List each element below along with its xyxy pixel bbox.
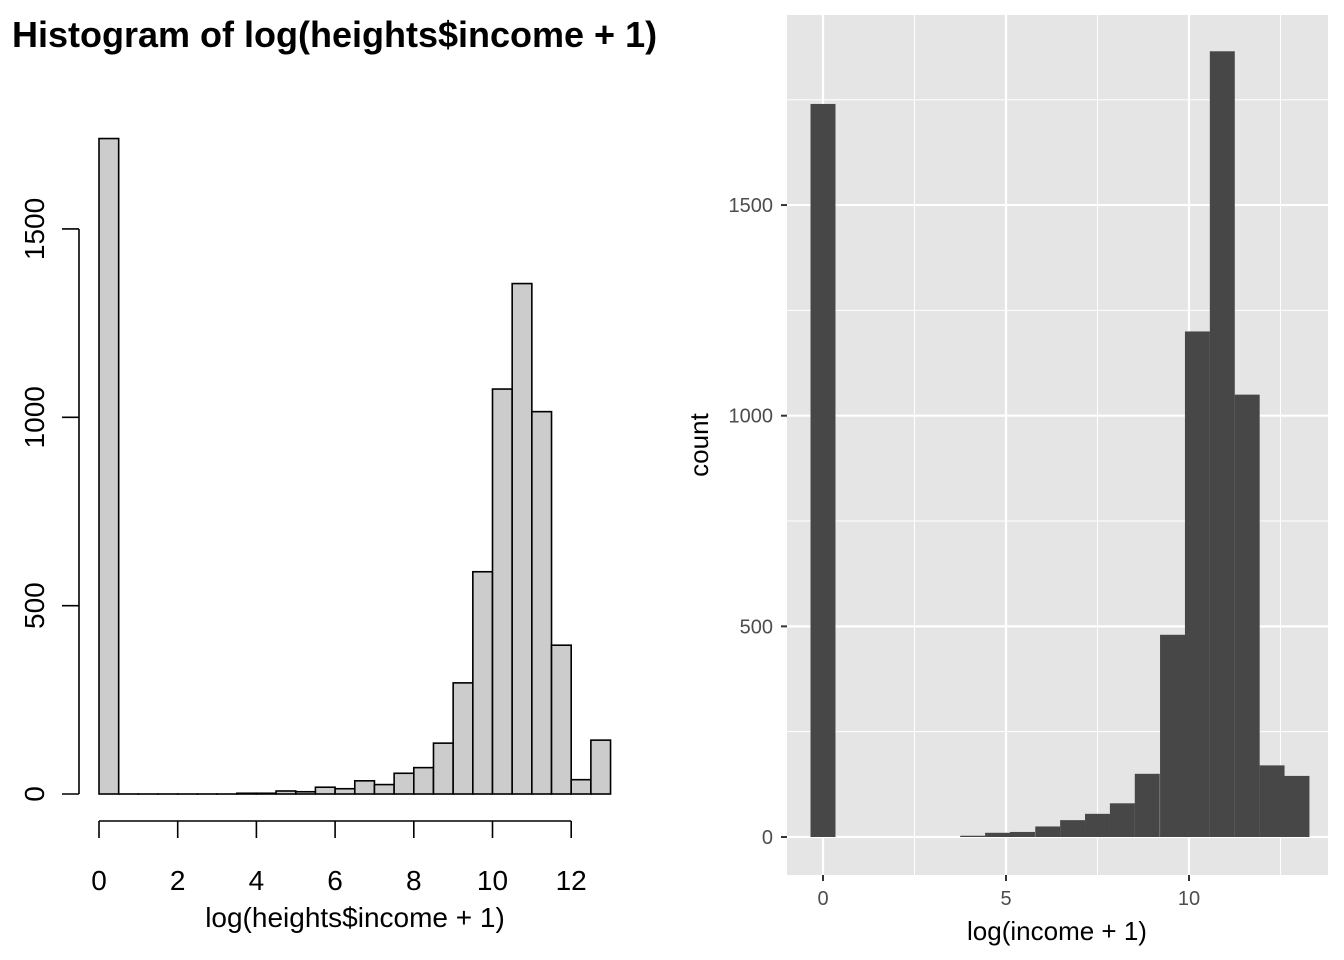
histogram-bar bbox=[531, 410, 553, 795]
y-axis-label: count bbox=[684, 412, 714, 476]
y-tick-label: 1500 bbox=[19, 198, 50, 260]
histogram-bar bbox=[1035, 826, 1061, 837]
histogram-bar bbox=[1259, 765, 1285, 837]
x-tick-label: 8 bbox=[406, 865, 422, 896]
y-axis: 0 500 1000 1500 bbox=[729, 195, 787, 849]
histogram-bar bbox=[294, 790, 317, 795]
x-tick-label: 10 bbox=[477, 865, 508, 896]
y-tick-label: 1000 bbox=[19, 386, 50, 448]
histogram-bar bbox=[1184, 331, 1210, 837]
histogram-bar bbox=[1160, 634, 1186, 837]
histogram-bar bbox=[491, 388, 513, 795]
y-tick-label: 1500 bbox=[729, 195, 774, 217]
y-tick-label: 500 bbox=[19, 582, 50, 629]
histogram-bar bbox=[985, 832, 1011, 837]
chart-title: Histogram of log(heights$income + 1) bbox=[12, 14, 657, 55]
x-tick-label: 12 bbox=[556, 865, 587, 896]
histogram-bar bbox=[235, 792, 258, 795]
x-tick-label: 0 bbox=[817, 888, 828, 910]
histogram-bar bbox=[98, 137, 120, 795]
histogram-bar bbox=[255, 792, 277, 795]
x-tick-label: 10 bbox=[1178, 888, 1200, 910]
histogram-bar bbox=[412, 766, 435, 795]
x-axis-label: log(income + 1) bbox=[967, 916, 1147, 946]
histogram-bar bbox=[314, 786, 336, 795]
base-histogram: Histogram of log(heights$income + 1) 0 2 4… bbox=[12, 14, 657, 933]
y-tick-label: 500 bbox=[740, 616, 773, 638]
histogram-bar bbox=[393, 772, 415, 795]
x-axis-label: log(heights$income + 1) bbox=[205, 902, 505, 933]
x-tick-label: 2 bbox=[170, 865, 186, 896]
y-axis: 0 500 1000 1500 bbox=[19, 198, 80, 802]
y-tick-label: 0 bbox=[762, 827, 773, 849]
histogram-bar bbox=[1234, 394, 1260, 837]
histogram-bar bbox=[550, 644, 573, 795]
histogram-bar bbox=[373, 783, 395, 795]
histogram-bar bbox=[1134, 773, 1160, 837]
histogram-bar bbox=[334, 787, 356, 795]
histogram-bar bbox=[511, 282, 533, 795]
x-tick-label: 0 bbox=[91, 865, 107, 896]
histogram-bar bbox=[960, 835, 986, 837]
histogram-bars bbox=[810, 51, 1310, 838]
histogram-bar bbox=[1284, 775, 1310, 837]
histogram-bar bbox=[432, 742, 454, 795]
histogram-bar bbox=[452, 682, 474, 795]
x-axis: 0 2 4 6 8 10 12 bbox=[91, 820, 587, 896]
histogram-bar bbox=[570, 778, 592, 795]
histogram-bar bbox=[472, 570, 494, 795]
x-axis: 0 5 10 bbox=[817, 875, 1200, 910]
histogram-bar bbox=[275, 790, 297, 795]
histogram-bar bbox=[1209, 51, 1235, 837]
y-tick-label: 1000 bbox=[729, 406, 774, 428]
histogram-bars bbox=[98, 137, 612, 795]
x-tick-label: 4 bbox=[249, 865, 265, 896]
x-tick-label: 5 bbox=[1000, 888, 1011, 910]
histogram-bar bbox=[1060, 820, 1086, 837]
histogram-bar bbox=[1109, 803, 1135, 837]
histogram-bar bbox=[1085, 813, 1110, 837]
histogram-bar bbox=[590, 739, 612, 795]
histogram-bar bbox=[1009, 831, 1035, 837]
histogram-bar bbox=[810, 103, 836, 838]
x-tick-label: 6 bbox=[327, 865, 343, 896]
ggplot-histogram: 0 5 10 0 500 1000 1500 log(income + 1) count bbox=[684, 15, 1328, 946]
y-tick-label: 0 bbox=[19, 786, 50, 802]
histogram-bar bbox=[353, 780, 376, 795]
